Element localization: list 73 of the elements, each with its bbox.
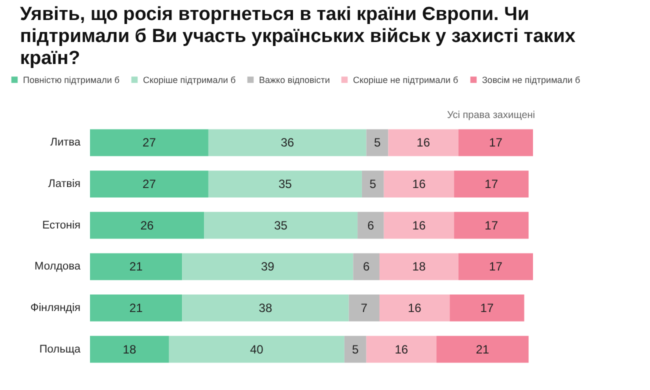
data-label: 40	[250, 342, 264, 356]
bar	[362, 170, 384, 198]
bar	[90, 212, 204, 239]
data-label: 16	[412, 177, 426, 192]
bar	[348, 294, 380, 322]
bar	[384, 212, 454, 239]
bar	[379, 253, 458, 280]
bar	[208, 129, 366, 156]
y-tick-label: Польща	[39, 343, 82, 356]
bar	[450, 294, 524, 322]
data-label: 16	[408, 300, 422, 315]
data-label: 16	[416, 136, 430, 150]
data-label: 35	[278, 177, 292, 192]
data-label: 5	[374, 136, 381, 150]
bar	[388, 129, 458, 156]
data-label: 16	[394, 342, 408, 356]
data-label: 5	[352, 342, 360, 356]
data-label: 18	[412, 260, 426, 274]
chart-title: Уявіть, що росія вторгнеться в такі країни Європи. Чи підтримали б Ви участь українських військ у захисті таких країн?	[19, 3, 576, 70]
bar	[90, 253, 182, 280]
bar	[458, 129, 533, 156]
bar	[384, 170, 454, 198]
bar	[208, 170, 362, 198]
data-label: 26	[140, 218, 154, 232]
bar	[454, 170, 529, 198]
y-tick-label: Естонія	[42, 219, 81, 232]
legend-label: Важко відповісти	[259, 74, 330, 85]
legend-label: Скоріше підтримали б	[143, 74, 236, 85]
data-label: 6	[367, 218, 374, 232]
data-label: 21	[476, 342, 490, 356]
data-label: 38	[258, 300, 272, 315]
data-label: 17	[489, 136, 503, 150]
data-label: 17	[484, 218, 498, 232]
data-label: 27	[142, 136, 156, 150]
legend-label: Скоріше не підтримали б	[353, 74, 458, 85]
bar	[358, 212, 384, 239]
bar	[182, 253, 354, 280]
text: Усі права захищені	[446, 110, 535, 122]
data-label: 6	[362, 260, 370, 274]
bar	[353, 253, 380, 280]
bar	[90, 294, 182, 322]
bar	[204, 212, 358, 239]
data-label: 17	[484, 177, 498, 192]
bar	[168, 336, 344, 363]
data-label: 27	[142, 177, 156, 192]
data-label: 21	[129, 300, 144, 315]
data-label: 35	[274, 218, 288, 232]
data-label: 16	[412, 218, 426, 232]
data-label: 36	[280, 136, 294, 150]
bar	[90, 129, 208, 156]
bar	[436, 336, 529, 363]
bar	[454, 212, 529, 239]
data-label: 5	[370, 177, 377, 192]
legend-label: Повністю підтримали б	[23, 74, 120, 85]
bar	[458, 253, 533, 280]
data-label: 39	[260, 260, 275, 274]
bar	[344, 336, 366, 363]
bar	[182, 294, 349, 322]
legend-label: Зовсім не підтримали б	[482, 74, 580, 85]
y-tick-label: Молдова	[34, 260, 82, 273]
data-label: 17	[489, 260, 503, 274]
y-tick-label: Фінляндія	[30, 302, 81, 314]
data-label: 17	[480, 300, 494, 315]
data-label: 7	[360, 300, 368, 315]
bar	[366, 336, 437, 363]
y-tick-label: Латвія	[48, 178, 81, 190]
bar	[366, 129, 388, 156]
data-label: 21	[129, 260, 144, 274]
bar	[90, 170, 208, 198]
bar	[379, 294, 450, 322]
data-label: 18	[122, 342, 136, 356]
y-tick-label: Литва	[50, 136, 82, 149]
bar	[90, 336, 169, 363]
